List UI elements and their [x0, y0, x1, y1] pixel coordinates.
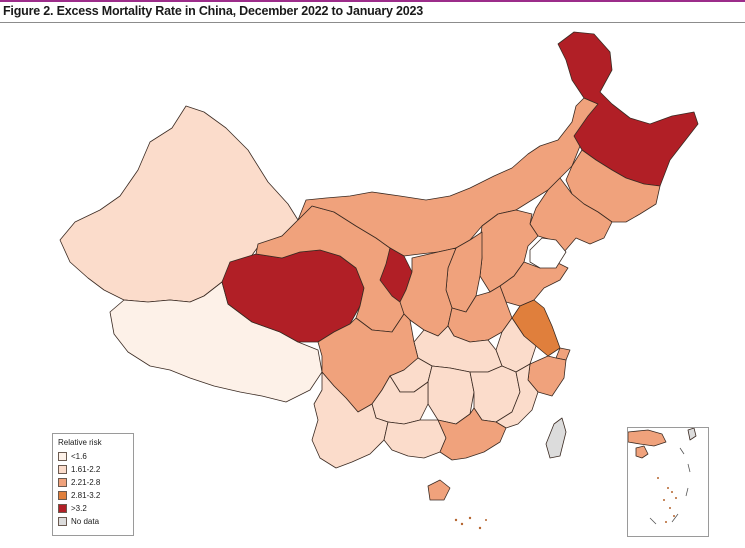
region-hunan — [427, 365, 475, 425]
legend-swatch — [58, 478, 67, 487]
inset-taiwan — [687, 428, 697, 441]
region-guangxi — [383, 419, 447, 459]
region-guangdong — [437, 407, 507, 461]
legend-item: 2.81-3.2 — [58, 489, 128, 502]
legend-item: No data — [58, 515, 128, 528]
region-tibet — [109, 281, 323, 403]
legend-title: Relative risk — [58, 438, 102, 447]
inset-nine-dash-line — [649, 447, 691, 525]
legend-label: <1.6 — [71, 452, 87, 461]
legend-swatch — [58, 491, 67, 500]
legend-label: 1.61-2.2 — [71, 465, 101, 474]
legend-label: >3.2 — [71, 504, 87, 513]
legend-swatch — [58, 504, 67, 513]
legend-swatch — [58, 452, 67, 461]
bohai-sea — [529, 237, 567, 269]
region-heilongjiang — [557, 31, 699, 187]
top-accent-rule — [0, 0, 745, 2]
south-china-sea-inset — [627, 427, 709, 537]
figure-title: Figure 2. Excess Mortality Rate in China… — [3, 4, 424, 18]
region-fujian — [495, 363, 539, 429]
legend-label: 2.21-2.8 — [71, 478, 101, 487]
legend-swatch — [58, 517, 67, 526]
region-shandong — [499, 261, 569, 307]
title-divider — [0, 22, 745, 23]
map-legend: Relative risk <1.6 1.61-2.2 2.21-2.8 2.8… — [52, 433, 134, 536]
legend-item: <1.6 — [58, 450, 128, 463]
inset-islands — [657, 477, 677, 523]
legend-swatch — [58, 465, 67, 474]
legend-label: 2.81-3.2 — [71, 491, 101, 500]
region-taiwan — [545, 417, 567, 459]
legend-item: 1.61-2.2 — [58, 463, 128, 476]
inset-coast-guangdong — [628, 429, 667, 447]
region-hainan — [427, 479, 451, 501]
legend-label: No data — [71, 517, 100, 526]
legend-item: 2.21-2.8 — [58, 476, 128, 489]
south-sea-islands — [454, 516, 487, 530]
inset-map — [628, 428, 697, 525]
region-yunnan — [311, 371, 389, 469]
inset-hainan — [635, 445, 649, 459]
legend-item: >3.2 — [58, 502, 128, 515]
